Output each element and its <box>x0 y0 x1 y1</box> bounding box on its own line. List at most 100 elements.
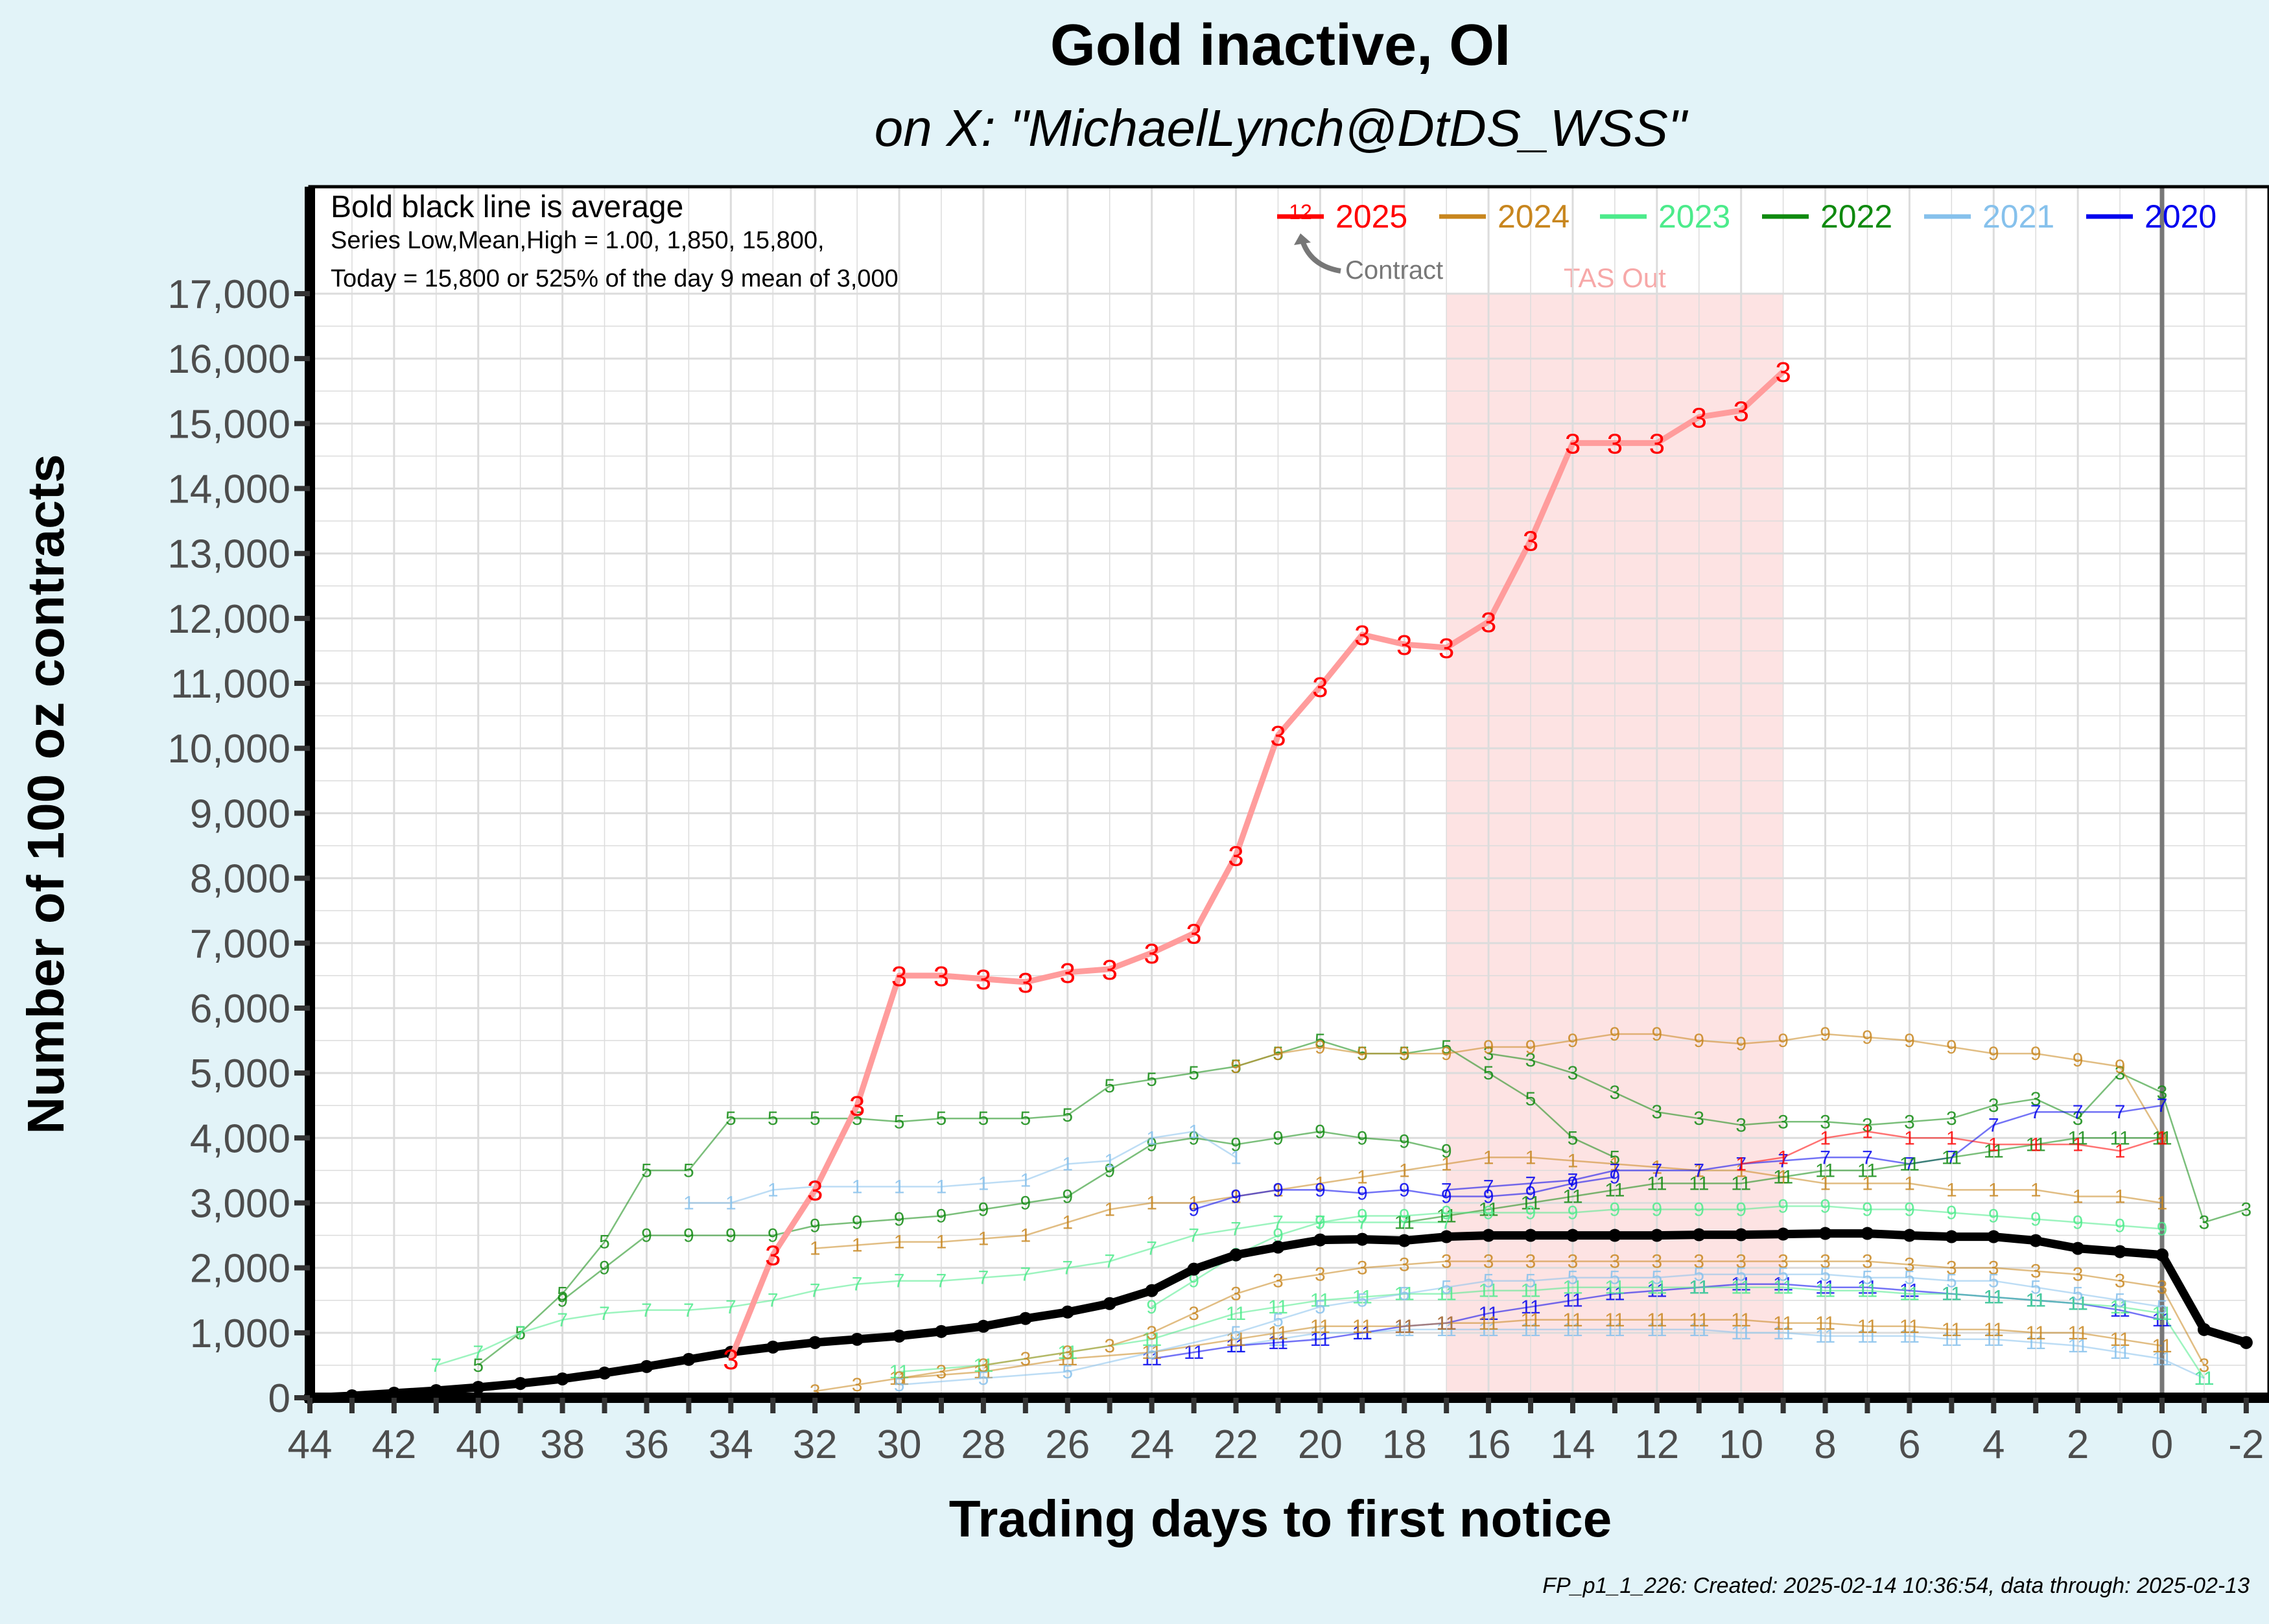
data-point-label: 11 <box>1605 1179 1625 1201</box>
data-point-label: 9 <box>1357 1043 1368 1065</box>
data-point-label: 1 <box>852 1235 863 1256</box>
data-point-label: 11 <box>1731 1277 1751 1299</box>
average-point <box>1776 1227 1790 1241</box>
data-point-label: 5 <box>936 1108 947 1129</box>
data-point-label: 5 <box>894 1111 905 1133</box>
data-point-label: 11 <box>1942 1329 1962 1350</box>
series-2025-point-label: 3 <box>1144 938 1159 970</box>
data-point-label: 7 <box>1693 1160 1704 1181</box>
y-axis-title: Number of 100 oz contracts <box>17 454 75 1134</box>
data-point-label: 3 <box>2157 1277 2168 1299</box>
data-point-label: 5 <box>1525 1089 1536 1110</box>
data-point-label: 9 <box>1483 1037 1494 1058</box>
average-point <box>808 1336 822 1349</box>
data-point-label: 11 <box>1605 1277 1625 1299</box>
data-point-label: 3 <box>1862 1114 1873 1136</box>
data-point-label: 3 <box>1315 1264 1326 1286</box>
data-point-label: 9 <box>1273 1225 1284 1247</box>
data-point-label: 9 <box>1651 1024 1662 1045</box>
data-point-label: 3 <box>1862 1251 1873 1273</box>
data-point-label: 9 <box>2115 1216 2126 1237</box>
data-point-label: 11 <box>1773 1313 1793 1334</box>
data-point-label: 9 <box>1315 1121 1326 1142</box>
data-point-label: 5 <box>1315 1030 1326 1052</box>
y-tick-label: 1,000 <box>190 1312 290 1356</box>
data-point-label: 9 <box>1735 1033 1746 1055</box>
data-point-label: 1 <box>936 1176 947 1197</box>
data-point-label: 1 <box>2073 1134 2084 1155</box>
data-point-label: 9 <box>852 1212 863 1234</box>
data-point-label: 9 <box>1399 1206 1410 1227</box>
data-point-label: 1 <box>1820 1127 1831 1149</box>
data-point-label: 3 <box>936 1361 947 1383</box>
chart-subtitle: on X: "MichaelLynch@DtDS_WSS" <box>875 99 1689 157</box>
data-point-label: 3 <box>1693 1108 1704 1129</box>
data-point-label: 11 <box>1268 1332 1288 1354</box>
data-point-label: 9 <box>1904 1030 1915 1052</box>
data-point-label: 5 <box>725 1108 736 1129</box>
data-point-label: 11 <box>1520 1192 1540 1214</box>
data-point-label: 11 <box>1479 1313 1499 1334</box>
average-point <box>1271 1240 1285 1254</box>
data-point-label: 11 <box>2152 1336 2172 1357</box>
series-2025-point-label: 3 <box>1481 607 1496 639</box>
data-point-label: 9 <box>1188 1199 1199 1220</box>
data-point-label: 3 <box>1651 1101 1662 1123</box>
series-2025-point-label: 3 <box>1186 919 1201 950</box>
data-point-label: 9 <box>1610 1166 1621 1188</box>
data-point-label: 11 <box>2026 1332 2046 1354</box>
data-point-label: 11 <box>1815 1277 1835 1299</box>
data-point-label: 3 <box>2199 1355 2210 1376</box>
data-point-label: 3 <box>1568 1063 1579 1084</box>
data-point-label: 3 <box>1483 1043 1494 1065</box>
data-point-label: 1 <box>1357 1166 1368 1188</box>
series-line <box>1236 1033 2163 1138</box>
footer-note: FP_p1_1_226: Created: 2025-02-14 10:36:5… <box>1542 1573 2250 1598</box>
data-point-label: 9 <box>1399 1131 1410 1152</box>
data-point-label: 9 <box>810 1216 821 1237</box>
data-point-label: 9 <box>1778 1195 1789 1217</box>
legend-label: 2020 <box>2145 198 2216 235</box>
data-point-label: 7 <box>1020 1264 1031 1286</box>
data-point-label: 3 <box>2073 1264 2084 1286</box>
data-point-label: 3 <box>978 1355 989 1376</box>
data-point-label: 9 <box>1357 1183 1368 1204</box>
y-tick-label: 8,000 <box>190 857 290 902</box>
data-point-label: 5 <box>641 1160 652 1181</box>
data-point-label: 7 <box>1146 1238 1157 1260</box>
legend-item-2020: 2020 <box>2086 198 2216 235</box>
data-point-label: 9 <box>1357 1127 1368 1149</box>
average-point <box>893 1329 906 1343</box>
data-point-label: 5 <box>1862 1267 1873 1289</box>
data-point-label: 5 <box>1104 1076 1115 1097</box>
average-point <box>1482 1229 1496 1242</box>
data-point-label: 11 <box>1773 1277 1793 1299</box>
data-point-label: 11 <box>1899 1284 1920 1305</box>
series-2025-1-: 1 11 1 1 1 1 1 1 11 <box>1735 1121 2167 1175</box>
data-point-label: 11 <box>1520 1319 1540 1341</box>
series-average <box>303 1227 2253 1404</box>
data-point-label: 11 <box>1352 1316 1372 1337</box>
average-point <box>682 1352 696 1366</box>
x-tick-label: 36 <box>624 1422 669 1467</box>
legend-label: 2024 <box>1498 198 1569 235</box>
data-point-label: 11 <box>1562 1290 1582 1312</box>
data-point-label: 7 <box>1651 1160 1662 1181</box>
data-point-label: 3 <box>1525 1251 1536 1273</box>
y-tick-label: 4,000 <box>190 1116 290 1161</box>
data-point-label: 3 <box>1020 1348 1031 1370</box>
average-point <box>640 1359 653 1373</box>
legend-item-2021: 2021 <box>1924 198 2054 235</box>
series-2020-9-: 99 9 9 9 9 9 9 9 9 9 <box>1188 1166 1620 1220</box>
x-tick-label: 0 <box>2151 1422 2173 1467</box>
data-point-label: 1 <box>1946 1127 1957 1149</box>
data-point-label: 5 <box>1273 1310 1284 1331</box>
annotation-series-stats: Series Low,Mean,High = 1.00, 1,850, 15,8… <box>331 227 825 254</box>
data-point-label: 7 <box>2030 1101 2041 1123</box>
data-point-label: 11 <box>1605 1319 1625 1341</box>
series-line <box>899 1286 2205 1379</box>
data-point-label: 11 <box>1899 1326 1920 1347</box>
data-point-label: 9 <box>1610 1199 1621 1220</box>
data-point-label: 11 <box>1268 1323 1288 1344</box>
data-point-label: 11 <box>1562 1277 1582 1299</box>
